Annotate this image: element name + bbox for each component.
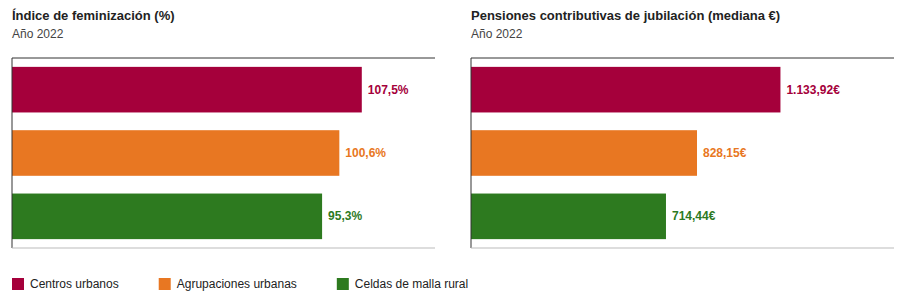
data-label: 100,6% [345,146,386,160]
legend-label: Centros urbanos [30,277,119,291]
bar [12,130,339,176]
y-axis-line [471,58,472,248]
bars [471,67,780,239]
bar [471,194,666,240]
top-rule [12,58,435,59]
legend-swatch [12,278,24,290]
top-rule [471,58,894,59]
bar [12,67,362,113]
legend-swatch [159,278,171,290]
legend: Centros urbanos Agrupaciones urbanas Celda… [12,277,468,291]
panel: Pensiones contributivas de jubilación (m… [471,8,894,248]
chart-canvas: Índice de feminización (%) Año 2022 107,5%… [0,0,906,308]
data-label: 95,3% [328,209,362,223]
bars [12,67,362,239]
data-label: 1.133,92€ [786,83,840,97]
data-label: 828,15€ [703,146,747,160]
legend-label: Celdas de malla rural [355,277,468,291]
legend-swatch [337,278,349,290]
x-axis-line [12,248,435,249]
subtitle: Año 2022 [471,27,523,41]
y-axis-line [12,58,13,248]
bar [471,67,780,113]
data-label: 714,44€ [672,209,716,223]
title: Índice de feminización (%) [12,8,175,23]
subtitle: Año 2022 [12,27,64,41]
bar [12,194,322,240]
panel: Índice de feminización (%) Año 2022 107,5%… [12,8,435,248]
bar [471,130,697,176]
data-label: 107,5% [368,83,409,97]
legend-label: Agrupaciones urbanas [177,277,297,291]
title: Pensiones contributivas de jubilación (m… [471,8,780,23]
x-axis-line [471,248,894,249]
